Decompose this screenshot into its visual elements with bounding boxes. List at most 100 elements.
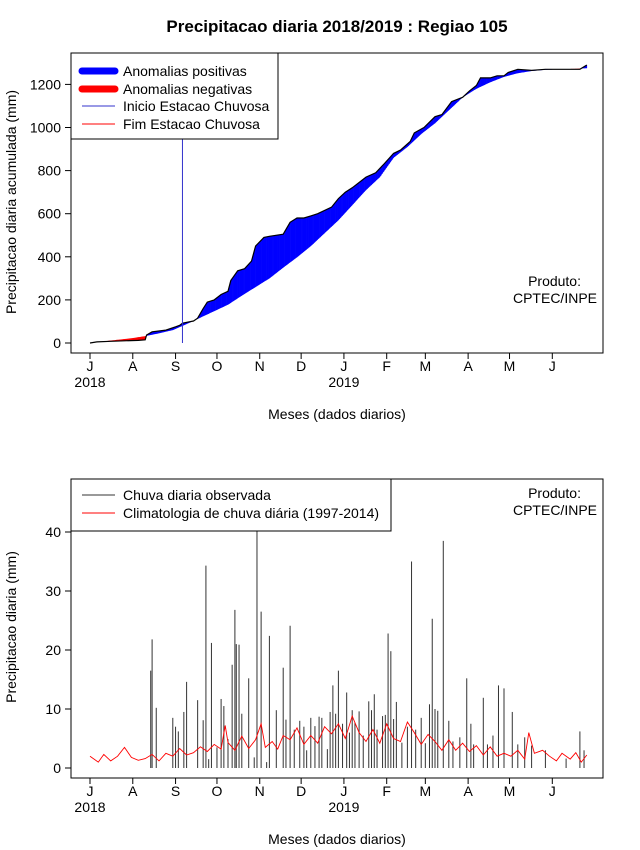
y-tick-label: 200	[38, 292, 62, 308]
positive-anomaly-segment	[208, 301, 211, 314]
x-tick-label: S	[171, 783, 180, 799]
legend-observed-label: Chuva diaria observada	[123, 487, 271, 503]
legend-climatology-label: Climatologia de chuva diária (1997-2014)	[123, 505, 379, 521]
positive-anomaly-segment	[316, 213, 318, 241]
positive-anomaly-segment	[294, 218, 296, 260]
accumulated-y-axis: 0 200 400 600 800 1000 1200	[30, 76, 72, 351]
positive-anomaly-segment	[327, 208, 330, 231]
positive-anomaly-segment	[375, 171, 378, 181]
positive-anomaly-segment	[439, 115, 441, 120]
daily-y-axis: 0 10 20 30 40	[45, 524, 72, 776]
positive-anomaly-segment	[303, 217, 306, 252]
positive-anomaly-segment	[251, 256, 254, 290]
negative-anomaly-segment	[142, 336, 145, 341]
positive-anomaly-segment	[444, 109, 447, 115]
positive-anomaly-segment	[285, 227, 288, 266]
positive-anomaly-segment	[486, 77, 488, 85]
produto-value-2: CPTEC/INPE	[513, 502, 597, 518]
positive-anomaly-segment	[393, 152, 396, 158]
positive-anomaly-segment	[378, 168, 381, 179]
positive-anomaly-segment	[352, 186, 354, 206]
x-tick-label: A	[128, 358, 138, 374]
positive-anomaly-segment	[211, 300, 214, 313]
y-tick-label: 0	[53, 760, 61, 776]
positive-anomaly-segment	[308, 216, 310, 249]
positive-anomaly-segment	[270, 235, 273, 278]
positive-anomaly-segment	[330, 207, 332, 228]
positive-anomaly-segment	[328, 207, 331, 230]
positive-anomaly-segment	[281, 234, 284, 269]
positive-anomaly-segment	[495, 75, 498, 81]
positive-anomaly-segment	[204, 304, 207, 316]
positive-anomaly-segment	[491, 77, 494, 82]
positive-anomaly-segment	[232, 276, 234, 302]
positive-anomaly-segment	[324, 209, 327, 234]
positive-anomaly-segment	[498, 75, 501, 80]
positive-anomaly-segment	[411, 135, 414, 144]
positive-anomaly-segment	[519, 69, 521, 73]
positive-anomaly-segment	[488, 77, 491, 83]
year-label: 2019	[328, 374, 359, 390]
positive-anomaly-segment	[321, 211, 324, 236]
y-tick-label: 30	[45, 583, 61, 599]
y-tick-label: 0	[53, 335, 61, 351]
negative-anomaly-segment	[141, 336, 143, 341]
positive-anomaly-segment	[226, 291, 229, 306]
x-tick-label: D	[296, 783, 306, 799]
positive-anomaly-segment	[418, 129, 421, 137]
x-tick-label: A	[463, 783, 473, 799]
y-tick-label: 10	[45, 701, 61, 717]
positive-anomaly-segment	[309, 215, 312, 248]
positive-anomaly-segment	[265, 236, 267, 281]
x-tick-label: O	[212, 358, 223, 374]
x-tick-label: S	[171, 358, 180, 374]
positive-anomaly-segment	[372, 173, 375, 184]
x-tick-label: M	[420, 358, 432, 374]
positive-anomaly-segment	[152, 331, 154, 335]
positive-anomaly-segment	[269, 236, 272, 279]
positive-anomaly-segment	[283, 231, 285, 268]
x-tick-label: A	[128, 783, 138, 799]
positive-anomaly-segment	[279, 234, 281, 271]
positive-anomaly-segment	[319, 212, 321, 239]
y-tick-label: 600	[38, 206, 62, 222]
positive-anomaly-segment	[432, 118, 434, 126]
positive-anomaly-segment	[312, 214, 314, 245]
positive-anomaly-segment	[370, 174, 372, 187]
positive-anomaly-segment	[306, 216, 309, 250]
positive-anomaly-segment	[509, 71, 512, 76]
positive-anomaly-segment	[332, 203, 335, 226]
positive-anomaly-segment	[348, 189, 350, 210]
positive-anomaly-segment	[331, 205, 334, 227]
legend-onset-label: Inicio Estacao Chuvosa	[123, 98, 270, 114]
positive-anomaly-segment	[287, 224, 290, 265]
x-tick-label: J	[340, 358, 347, 374]
positive-anomaly-segment	[374, 172, 376, 183]
positive-anomaly-segment	[297, 218, 299, 258]
positive-anomaly-segment	[513, 70, 516, 75]
positive-anomaly-segment	[248, 262, 251, 292]
positive-anomaly-segment	[295, 218, 298, 259]
positive-anomaly-segment	[481, 77, 484, 87]
negative-anomaly-segment	[138, 336, 140, 341]
positive-anomaly-segment	[291, 220, 294, 262]
positive-anomaly-segment	[345, 191, 347, 213]
y-tick-label: 800	[38, 163, 62, 179]
y-tick-label: 1000	[30, 120, 61, 136]
positive-anomaly-segment	[262, 237, 265, 283]
y-tick-label: 400	[38, 249, 62, 265]
positive-anomaly-segment	[233, 274, 236, 302]
x-tick-label: J	[87, 783, 94, 799]
positive-anomaly-segment	[368, 175, 371, 188]
produto-label: Produto:	[528, 273, 581, 289]
negative-anomaly-segment	[134, 337, 136, 341]
positive-anomaly-segment	[310, 215, 313, 247]
daily-y-label: Precipitacao diaria (mm)	[3, 551, 19, 703]
x-tick-label: O	[212, 783, 223, 799]
legend-box	[70, 52, 279, 140]
positive-anomaly-segment	[305, 217, 307, 251]
positive-anomaly-segment	[223, 292, 226, 307]
positive-anomaly-segment	[403, 146, 405, 151]
x-tick-label: M	[504, 783, 516, 799]
